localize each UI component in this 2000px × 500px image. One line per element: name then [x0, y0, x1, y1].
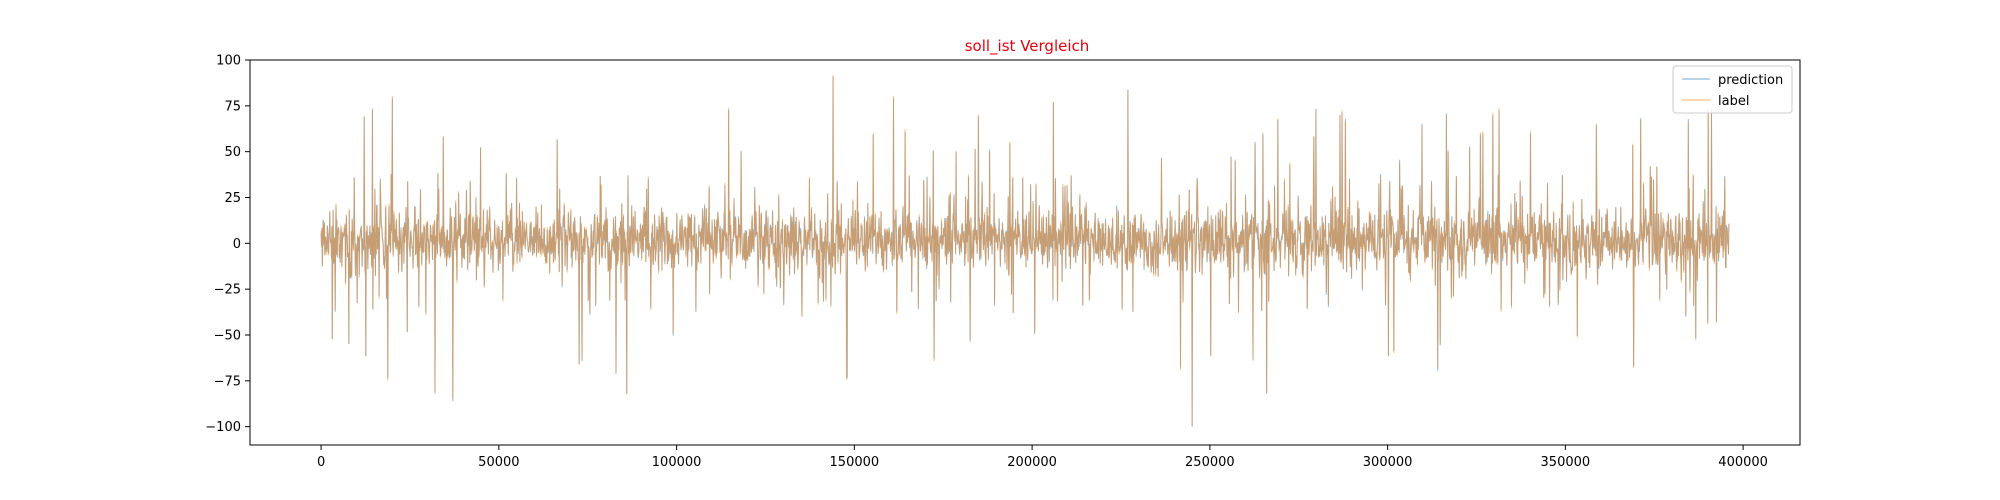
- x-tick-label: 150000: [830, 455, 880, 470]
- axes: 0 50000 100000 150000 200000 250000 300000 3500…: [205, 54, 1801, 470]
- x-tick-label: 200000: [1007, 455, 1057, 470]
- plot-frame: [249, 59, 1801, 446]
- y-tick-label: −75: [214, 374, 241, 389]
- x-tick-label: 300000: [1363, 455, 1413, 470]
- y-tick-label: −100: [205, 420, 241, 435]
- y-tick-label: −25: [214, 283, 241, 298]
- y-tick-label: 50: [224, 145, 241, 160]
- x-tick-label: 350000: [1541, 455, 1591, 470]
- x-tick-label: 0: [317, 455, 325, 470]
- y-tick-label: 75: [224, 99, 241, 114]
- y-tick-label: 100: [216, 54, 241, 69]
- plot-area: [320, 74, 1730, 427]
- y-tick-label: 0: [233, 237, 241, 252]
- y-tick-label: −50: [214, 329, 241, 344]
- x-tick-label: 50000: [478, 455, 519, 470]
- series-line-label: [320, 74, 1730, 427]
- legend-label-label: label: [1718, 94, 1749, 109]
- legend-label-prediction: prediction: [1718, 73, 1783, 88]
- x-tick-label: 100000: [652, 455, 702, 470]
- legend-box: [1672, 65, 1793, 114]
- x-tick-label: 400000: [1718, 455, 1768, 470]
- chart-title: soll_ist Vergleich: [965, 37, 1090, 56]
- y-tick-label: 25: [224, 191, 241, 206]
- x-tick-label: 250000: [1185, 455, 1235, 470]
- legend: prediction label: [1672, 65, 1793, 114]
